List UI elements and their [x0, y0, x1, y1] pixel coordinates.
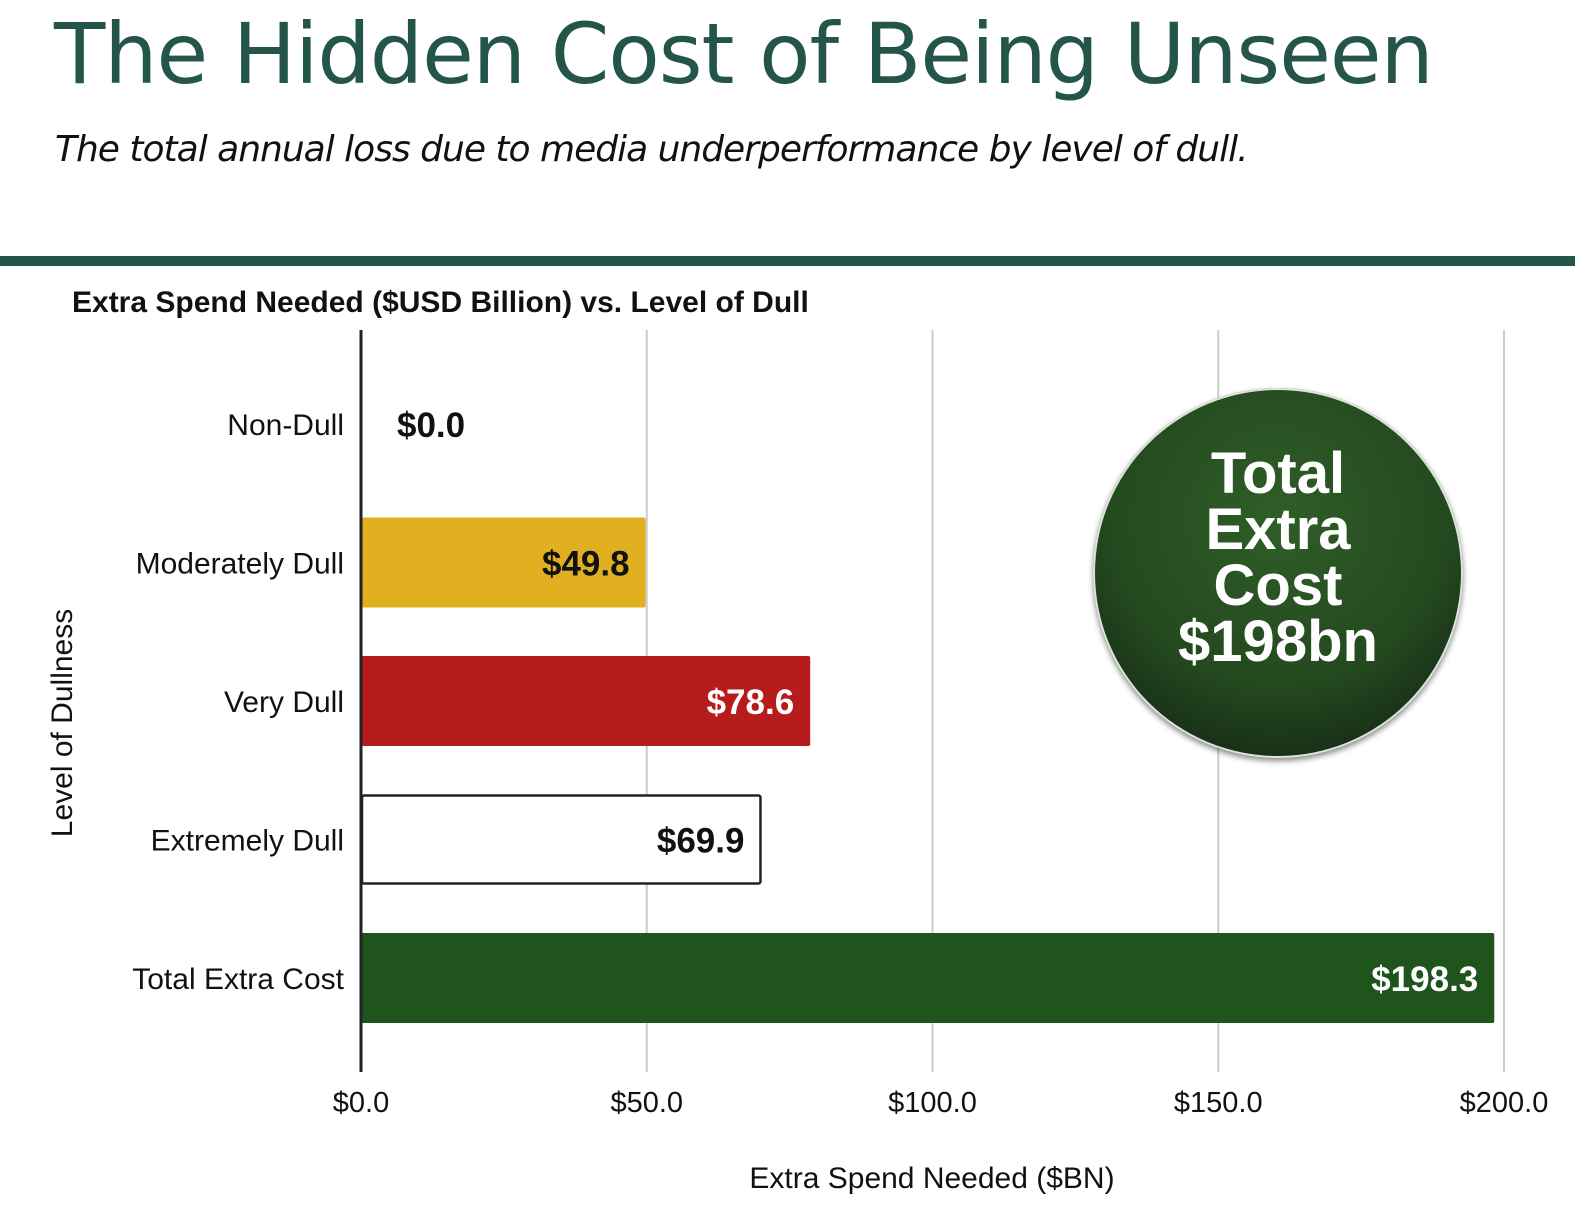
x-tick-label: $150.0 [1174, 1087, 1263, 1119]
data-label: $198.3 [1371, 960, 1478, 999]
header-divider [0, 256, 1575, 266]
page-title: The Hidden Cost of Being Unseen [54, 5, 1434, 103]
category-label: Total Extra Cost [132, 963, 344, 996]
callout-line-3: Cost [1213, 553, 1343, 618]
total-cost-callout: Total Extra Cost $198bn [1093, 388, 1463, 758]
callout-line-4: $198bn [1178, 609, 1378, 674]
data-label: $69.9 [657, 822, 745, 861]
bar [361, 517, 646, 608]
category-label: Non-Dull [227, 409, 344, 442]
x-tick-label: $100.0 [888, 1087, 977, 1119]
x-tick-label: $0.0 [333, 1087, 389, 1119]
page-subtitle: The total annual loss due to media under… [55, 129, 1249, 170]
data-label: $49.8 [542, 545, 630, 584]
category-label: Extremely Dull [151, 825, 344, 858]
data-label: $78.6 [707, 683, 795, 722]
x-tick-label: $200.0 [1460, 1087, 1549, 1119]
bar [361, 656, 811, 746]
category-label: Moderately Dull [136, 548, 344, 581]
x-axis-title: Extra Spend Needed ($BN) [749, 1162, 1114, 1195]
chart-title: Extra Spend Needed ($USD Billion) vs. Le… [72, 286, 809, 319]
y-axis-title: Level of Dullness [46, 609, 79, 837]
category-label: Very Dull [224, 686, 344, 719]
callout-line-1: Total [1210, 441, 1346, 506]
callout-line-2: Extra [1205, 497, 1351, 562]
bar [361, 933, 1495, 1023]
data-label: $0.0 [397, 406, 465, 445]
x-tick-label: $50.0 [610, 1087, 683, 1119]
